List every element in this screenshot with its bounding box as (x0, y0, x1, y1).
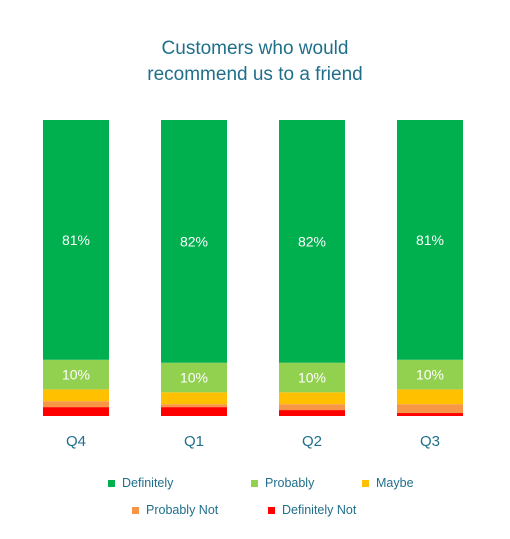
bar-segment-maybe-q2 (279, 392, 345, 405)
bar-segment-definitely-not-q1 (161, 407, 227, 416)
data-label-definitely-q3: 81% (416, 232, 444, 248)
legend-item-definitely: Definitely (108, 476, 173, 490)
legend-label-probably: Probably (265, 476, 315, 490)
bar-segment-definitely-q4 (43, 120, 109, 360)
bar-segment-maybe-q3 (397, 389, 463, 405)
legend-swatch-maybe (362, 479, 369, 487)
bar-segment-definitely-not-q2 (279, 410, 345, 416)
bar-segment-probably-q4 (43, 359, 109, 390)
bar-segment-definitely-not-q4 (43, 407, 109, 416)
bar-segment-probably-not-q4 (43, 401, 109, 408)
bar-segment-maybe-q4 (43, 389, 109, 402)
x-tick-label-q2: Q2 (302, 433, 322, 450)
bar-segment-probably-not-q2 (279, 404, 345, 411)
data-label-definitely-q1: 82% (180, 233, 208, 249)
legend-label-definitely-not: Definitely Not (282, 503, 357, 517)
bar-segment-probably-q3 (397, 359, 463, 390)
bar-segment-probably-q2 (279, 362, 345, 393)
data-label-probably-q2: 10% (298, 370, 326, 386)
legend-item-probably: Probably (251, 476, 314, 490)
chart-title: Customers who would recommend us to a fr… (0, 36, 510, 88)
x-tick-label-q3: Q3 (420, 433, 440, 450)
legend-item-definitely-not: Definitely Not (268, 503, 356, 517)
bar-segment-definitely-q2 (279, 120, 345, 363)
data-label-probably-q3: 10% (416, 367, 444, 383)
bar-segment-probably-not-q1 (161, 404, 227, 408)
bar-segment-probably-not-q3 (397, 404, 463, 414)
bar-segment-maybe-q1 (161, 392, 227, 405)
data-label-probably-q4: 10% (62, 367, 90, 383)
data-label-probably-q1: 10% (180, 370, 208, 386)
legend-label-definitely: Definitely (122, 476, 174, 490)
bar-segment-definitely-not-q3 (397, 413, 463, 416)
chart-title-line-2: recommend us to a friend (147, 64, 363, 85)
x-tick-label-q4: Q4 (66, 433, 86, 450)
legend-label-maybe: Maybe (376, 476, 414, 490)
bar-segment-definitely-q3 (397, 120, 463, 360)
legend-swatch-definitely-not (268, 506, 275, 514)
bar-segment-definitely-q1 (161, 120, 227, 363)
legend-swatch-probably (251, 479, 258, 487)
legend-label-probably-not: Probably Not (146, 503, 219, 517)
data-label-definitely-q4: 81% (62, 232, 90, 248)
x-tick-label-q1: Q1 (184, 433, 204, 450)
legend-swatch-definitely (108, 479, 115, 487)
legend-item-maybe: Maybe (362, 476, 414, 490)
legend-swatch-probably-not (132, 506, 139, 514)
data-label-definitely-q2: 82% (298, 233, 326, 249)
legend-item-probably-not: Probably Not (132, 503, 218, 517)
bar-segment-probably-q1 (161, 362, 227, 393)
chart-title-line-1: Customers who would (161, 38, 349, 59)
